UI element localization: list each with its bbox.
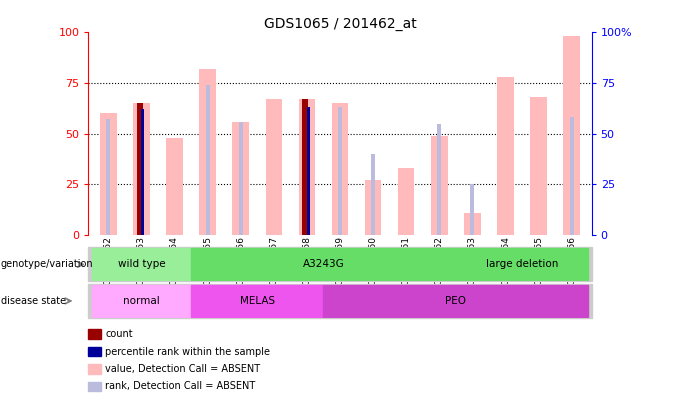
Bar [371,154,375,235]
Bar [265,99,282,235]
Bar [570,117,574,235]
Bar [338,107,342,235]
Text: MELAS: MELAS [239,296,275,306]
Bar [497,77,514,235]
Bar [299,99,315,235]
Bar [471,184,475,235]
Text: normal: normal [123,296,160,306]
Bar [239,122,243,235]
Bar [199,69,216,235]
Text: value, Detection Call = ABSENT: value, Detection Call = ABSENT [105,364,260,374]
Bar [205,85,209,235]
Bar [191,285,324,317]
Bar [233,122,249,235]
Text: genotype/variation: genotype/variation [1,260,93,269]
Bar [137,103,143,235]
Bar [92,285,191,317]
Bar [365,180,381,235]
Text: count: count [105,329,133,339]
Bar [106,119,110,235]
Bar [166,138,183,235]
Text: percentile rank within the sample: percentile rank within the sample [105,347,271,356]
Text: A3243G: A3243G [303,259,344,269]
Text: rank, Detection Call = ABSENT: rank, Detection Call = ABSENT [105,382,256,391]
Bar [133,103,150,235]
Bar [398,168,415,235]
Bar [100,113,116,235]
Text: PEO: PEO [445,296,466,306]
Bar [456,248,588,280]
Bar [307,107,310,235]
Title: GDS1065 / 201462_at: GDS1065 / 201462_at [264,17,416,31]
Bar [564,36,580,235]
Bar [530,97,547,235]
Bar [191,248,456,280]
Text: wild type: wild type [118,259,165,269]
Text: large deletion: large deletion [486,259,558,269]
Bar [464,213,481,235]
Bar [324,285,588,317]
Bar [303,99,309,235]
Text: disease state: disease state [1,296,66,306]
Bar [437,124,441,235]
Bar [92,248,191,280]
Bar [332,103,348,235]
Bar [141,109,144,235]
Bar [431,136,447,235]
